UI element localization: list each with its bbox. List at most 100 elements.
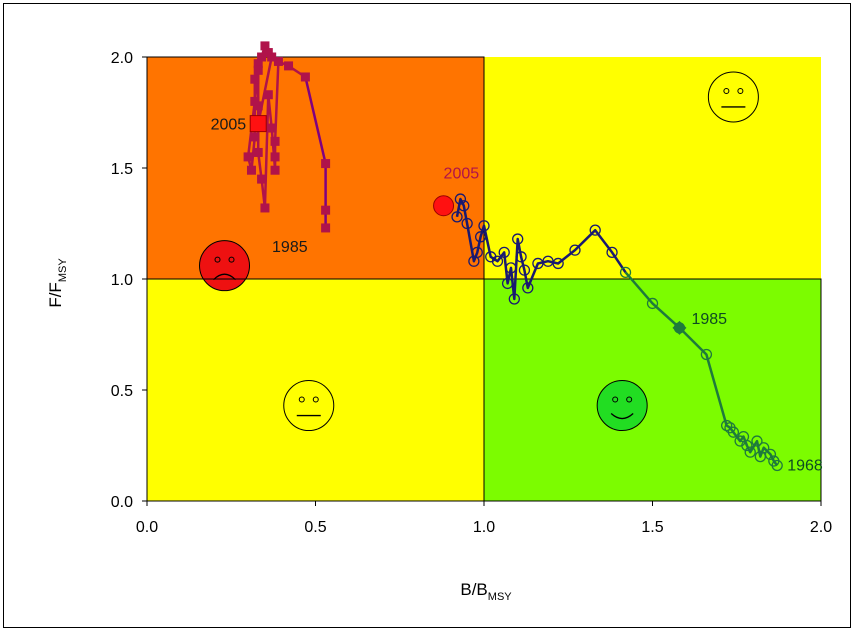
x-axis-label-sub: MSY — [488, 591, 513, 603]
series-0-point — [512, 233, 524, 245]
x-axis-label-main: B/B — [460, 580, 487, 599]
series-1-point — [250, 132, 260, 142]
series-1-line-early — [304, 76, 327, 228]
series-1-point — [253, 147, 263, 157]
series-0-point — [478, 220, 490, 232]
x-tick-label: 1.5 — [641, 519, 663, 536]
series-1-point — [253, 59, 263, 69]
face-circle — [596, 380, 648, 432]
face-eye-left — [214, 256, 221, 263]
point-label-1985: 1985 — [272, 239, 308, 256]
face-eye-right — [737, 87, 744, 94]
series-1-point — [321, 205, 331, 215]
face-neutral — [283, 380, 335, 432]
series-1-point — [250, 96, 260, 106]
series-0-point — [744, 446, 756, 458]
face-mouth — [213, 273, 236, 281]
face-circle — [283, 380, 335, 432]
faces — [199, 71, 759, 432]
series-0-point — [501, 277, 514, 290]
series-0-point — [606, 246, 618, 259]
series-1-point — [263, 90, 273, 100]
point-labels: 1968 1985 2005 1985 2005 — [211, 117, 823, 475]
series-1-point — [267, 52, 277, 62]
point-label-2005: 2005 — [211, 117, 247, 134]
series-1-point — [270, 152, 280, 162]
face-circle — [199, 240, 251, 292]
series-0-point — [646, 297, 659, 310]
series-0-point — [505, 262, 517, 274]
series-0-point — [754, 450, 766, 463]
series-0-point — [454, 193, 467, 205]
face-neutral — [707, 71, 759, 123]
series-1-point — [246, 165, 256, 175]
point-label-2005: 2005 — [444, 166, 480, 183]
series-0-point — [720, 419, 733, 432]
series-1-point — [321, 159, 331, 169]
series-0-point — [474, 231, 487, 243]
x-tick-label: 1.0 — [473, 519, 495, 536]
y-tick-label: 2.0 — [111, 50, 133, 67]
face-eye-left — [298, 396, 305, 403]
series-0-point — [751, 435, 763, 447]
quadrant-3 — [484, 279, 821, 501]
face-sad — [199, 240, 251, 292]
point-label-1985: 1985 — [691, 311, 727, 328]
y-axis-label-sub: MSY — [57, 258, 69, 283]
series-0-point — [515, 251, 527, 263]
y-axis-label: F/FMSY — [46, 258, 69, 308]
axes: 0.0 0.5 1.0 1.5 2.0 0.0 0.5 1.0 1.5 2.0 — [111, 50, 832, 536]
series-0-point — [508, 293, 520, 305]
series-0-highlight-point — [672, 320, 687, 335]
series-0-point — [768, 455, 780, 467]
x-tick-label: 2.0 — [810, 519, 832, 536]
y-axis-label-main: F/F — [46, 282, 65, 308]
series-0-point — [734, 435, 746, 447]
series-1-point — [257, 52, 267, 62]
series-1-point — [243, 152, 253, 162]
series-1-point — [270, 165, 280, 175]
series-1-point — [253, 65, 263, 75]
series-0-line-late — [455, 197, 627, 301]
series-1-point — [267, 123, 277, 133]
series-1-point — [260, 41, 270, 51]
series-0-point — [468, 255, 480, 267]
x-axis-label: B/BMSY — [460, 580, 512, 603]
face-eye-right — [626, 396, 633, 403]
face-circle — [707, 71, 759, 123]
series-0-point — [522, 282, 534, 294]
series-0-point — [485, 251, 497, 263]
series-0-point — [569, 244, 581, 256]
quadrant-1 — [484, 57, 821, 279]
point-label-1968: 1968 — [787, 457, 823, 474]
series-0-point — [700, 348, 713, 361]
series-1-point — [300, 72, 310, 82]
series-1-point — [270, 136, 280, 146]
series-0-point — [461, 217, 473, 230]
series-0-highlight-point — [433, 195, 455, 217]
x-tick-label: 0.0 — [136, 519, 158, 536]
series-0-point — [532, 257, 544, 270]
y-tick-label: 1.0 — [111, 272, 133, 289]
quadrant-0 — [147, 57, 484, 279]
y-tick-label: 1.5 — [111, 161, 133, 178]
face-eye-right — [228, 256, 235, 263]
face-happy — [596, 380, 648, 432]
face-mouth — [610, 413, 634, 420]
series-1-point — [260, 203, 270, 213]
chart-frame: 1968 1985 2005 1985 2005 0.0 0.5 1.0 1.5 2.0 0.0 0… — [3, 3, 851, 628]
y-tick-label: 0.5 — [111, 383, 133, 400]
quadrants — [147, 57, 821, 501]
face-eye-left — [612, 396, 619, 403]
series-0-point — [498, 246, 510, 259]
series-1-point — [321, 223, 331, 233]
series-1-highlight-point — [249, 115, 267, 133]
series-1-point — [284, 61, 294, 71]
series-0-point — [518, 264, 531, 276]
series-markers — [243, 41, 783, 472]
face-eye-right — [312, 396, 319, 403]
face-eye-left — [723, 87, 730, 94]
series-0-point — [458, 200, 470, 212]
series-1-point — [250, 74, 260, 84]
